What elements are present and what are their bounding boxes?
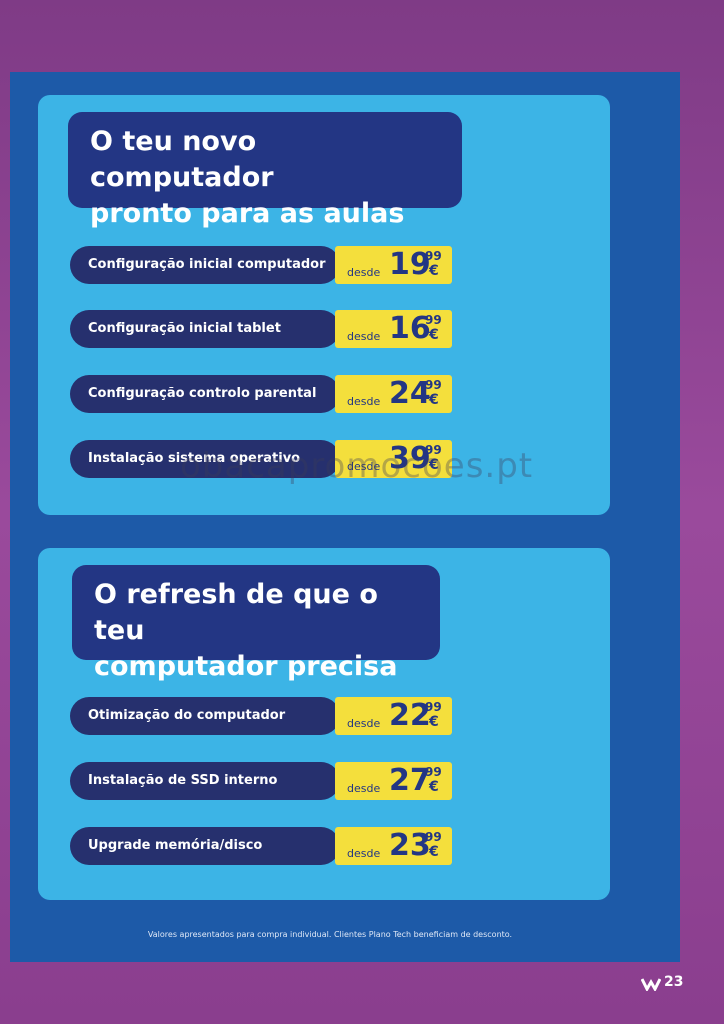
price-currency: € <box>429 392 439 408</box>
price-prefix: desde <box>347 717 381 730</box>
price-tag: desde 27 99 € <box>335 762 452 800</box>
price-tag: desde 19 99 € <box>335 246 452 284</box>
price-prefix: desde <box>347 266 381 279</box>
price-prefix: desde <box>347 330 381 343</box>
price-prefix: desde <box>347 847 381 860</box>
price-currency: € <box>429 844 439 860</box>
price-currency: € <box>429 457 439 473</box>
price-cents: 99 <box>425 249 442 263</box>
price-prefix: desde <box>347 395 381 408</box>
footnote: Valores apresentados para compra individ… <box>147 930 513 939</box>
price-tag: desde 16 99 € <box>335 310 452 348</box>
price-cents: 99 <box>425 443 442 457</box>
service-label: Configuração inicial tablet <box>70 310 340 348</box>
price-currency: € <box>429 263 439 279</box>
price-tag: desde 39 99 € <box>335 440 452 478</box>
price-prefix: desde <box>347 782 381 795</box>
service-label: Configuração controlo parental <box>70 375 340 413</box>
price-tag: desde 23 99 € <box>335 827 452 865</box>
price-cents: 99 <box>425 765 442 779</box>
service-label: Instalação sistema operativo <box>70 440 340 478</box>
brand-logo <box>641 978 661 991</box>
price-currency: € <box>429 714 439 730</box>
price-prefix: desde <box>347 460 381 473</box>
service-label: Otimização do computador <box>70 697 340 735</box>
price-integer: 23 <box>389 828 431 863</box>
section-title: O teu novo computador pronto para as aula… <box>68 112 462 229</box>
price-cents: 99 <box>425 313 442 327</box>
service-label: Configuração inicial computador <box>70 246 340 284</box>
price-integer: 39 <box>389 441 431 476</box>
price-integer: 16 <box>389 311 431 346</box>
watermark: obacapromocoes.pt <box>180 446 534 486</box>
service-label: Instalação de SSD interno <box>70 762 340 800</box>
price-integer: 24 <box>389 376 431 411</box>
price-currency: € <box>429 779 439 795</box>
price-integer: 27 <box>389 763 431 798</box>
price-integer: 19 <box>389 247 431 282</box>
title-line: pronto para as aulas <box>90 198 405 229</box>
section-title: O refresh de que o teu computador precisa <box>72 565 440 682</box>
service-label: Upgrade memória/disco <box>70 827 340 865</box>
title-line: O teu novo computador <box>90 126 274 193</box>
price-tag: desde 24 99 € <box>335 375 452 413</box>
price-currency: € <box>429 327 439 343</box>
price-tag: desde 22 99 € <box>335 697 452 735</box>
price-integer: 22 <box>389 698 431 733</box>
price-cents: 99 <box>425 830 442 844</box>
price-cents: 99 <box>425 700 442 714</box>
title-line: O refresh de que o teu <box>94 579 378 646</box>
page-number: 23 <box>664 974 684 990</box>
price-cents: 99 <box>425 378 442 392</box>
title-line: computador precisa <box>94 651 398 682</box>
